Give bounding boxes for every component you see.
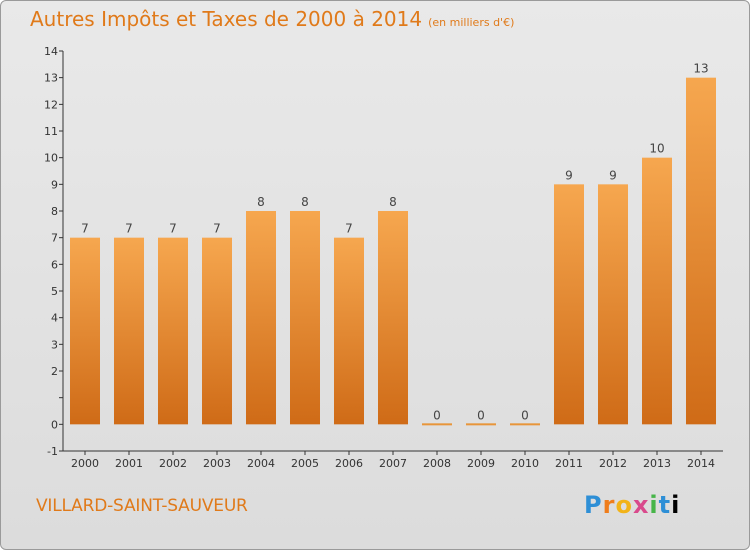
- data-label: 7: [213, 222, 221, 236]
- data-label: 9: [609, 168, 617, 182]
- logo-letter: i: [649, 491, 659, 519]
- y-tick-label: 14: [44, 45, 58, 58]
- y-tick-label: 10: [44, 152, 58, 165]
- data-label: 8: [389, 195, 397, 209]
- data-label: 0: [433, 408, 441, 422]
- y-tick-label: 3: [51, 338, 58, 351]
- x-tick-label: 2006: [335, 457, 363, 470]
- data-label: 7: [345, 222, 353, 236]
- data-label: 7: [125, 222, 133, 236]
- bar: [114, 237, 144, 425]
- data-label: 0: [521, 408, 529, 422]
- y-tick-label: -1: [47, 445, 58, 458]
- y-tick-label: 11: [44, 125, 58, 138]
- data-label: 7: [169, 222, 177, 236]
- chart-data-labels: 7 7 7 7 8 8 7 8 0 0 0 9 9 10 13: [81, 62, 708, 423]
- bar: [554, 184, 584, 425]
- chart-axes: -1 0 2 3 4 5 6 7 8 9 10 11 12 13 14 2000 2001 2002 2003 200…: [44, 45, 723, 470]
- y-tick-label: 2: [51, 365, 58, 378]
- x-tick-label: 2000: [71, 457, 99, 470]
- bar: [466, 423, 496, 426]
- chart-title-text: Autres Impôts et Taxes de 2000 à 2014: [30, 7, 423, 31]
- data-label: 10: [649, 142, 664, 156]
- data-label: 8: [257, 195, 265, 209]
- y-tick-label: 0: [51, 418, 58, 431]
- bar: [70, 237, 100, 425]
- bar: [422, 423, 452, 426]
- x-tick-label: 2004: [247, 457, 275, 470]
- data-label: 8: [301, 195, 309, 209]
- x-tick-label: 2010: [511, 457, 539, 470]
- x-tick-label: 2003: [203, 457, 231, 470]
- chart-bars: [70, 77, 716, 426]
- logo-letter: i: [671, 491, 681, 519]
- y-tick-label: 9: [51, 178, 58, 191]
- x-tick-label: 2011: [555, 457, 583, 470]
- y-tick-label: 4: [51, 312, 58, 325]
- logo-letter: o: [615, 491, 633, 519]
- bar: [510, 423, 540, 426]
- bar: [642, 157, 672, 425]
- logo-letter: P: [584, 491, 603, 519]
- bar: [246, 211, 276, 425]
- x-tick-label: 2014: [687, 457, 715, 470]
- x-tick-label: 2009: [467, 457, 495, 470]
- bar: [686, 77, 716, 425]
- bar: [158, 237, 188, 425]
- data-label: 9: [565, 168, 573, 182]
- y-tick-label: 13: [44, 72, 58, 85]
- y-tick-label: 6: [51, 258, 58, 271]
- bar: [598, 184, 628, 425]
- x-tick-label: 2012: [599, 457, 627, 470]
- bar: [334, 237, 364, 425]
- logo-letter: x: [632, 491, 650, 519]
- bar: [202, 237, 232, 425]
- commune-name: VILLARD-SAINT-SAUVEUR: [36, 496, 248, 516]
- chart-unit: (en milliers d'€): [428, 16, 515, 29]
- data-label: 7: [81, 222, 89, 236]
- data-label: 13: [693, 62, 708, 76]
- y-tick-label: 7: [51, 232, 58, 245]
- bar: [378, 211, 408, 425]
- x-tick-label: 2001: [115, 457, 143, 470]
- x-tick-label: 2007: [379, 457, 407, 470]
- x-tick-label: 2008: [423, 457, 451, 470]
- chart-title: Autres Impôts et Taxes de 2000 à 2014 (en…: [30, 7, 514, 31]
- y-tick-label: 12: [44, 98, 58, 111]
- x-tick-label: 2002: [159, 457, 187, 470]
- logo-letter: r: [602, 491, 616, 519]
- x-tick-label: 2005: [291, 457, 319, 470]
- x-tick-label: 2013: [643, 457, 671, 470]
- bar: [290, 211, 320, 425]
- y-tick-label: 5: [51, 285, 58, 298]
- data-label: 0: [477, 408, 485, 422]
- logo-letter: t: [658, 491, 672, 519]
- y-tick-label: 8: [51, 205, 58, 218]
- proxiti-logo: Proxiti: [584, 491, 680, 519]
